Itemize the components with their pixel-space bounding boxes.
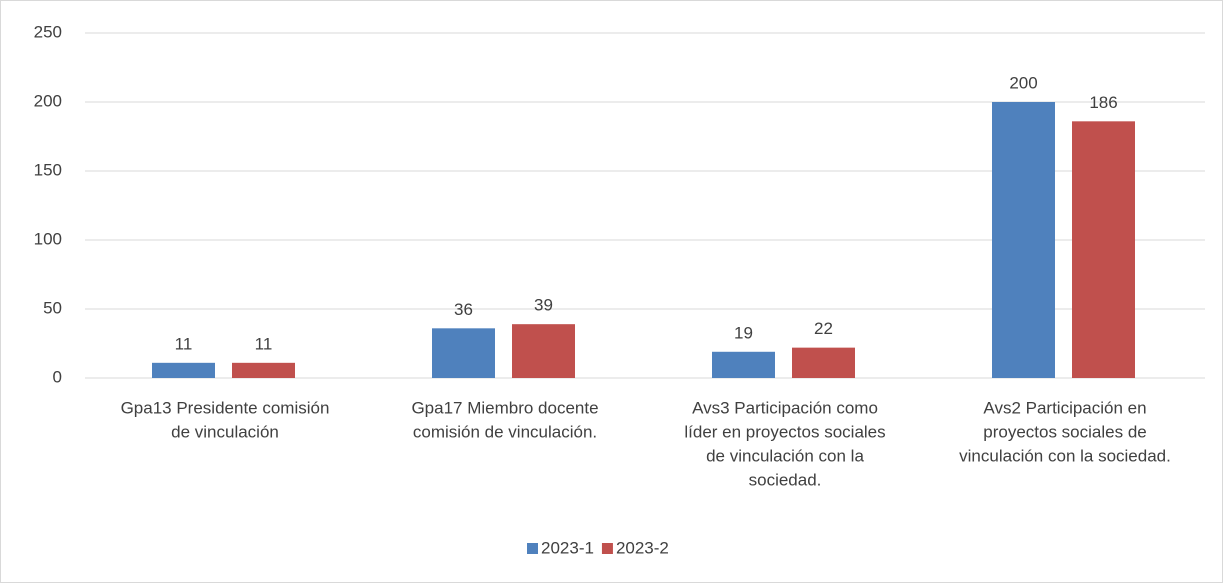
legend-label: 2023-2 [616,538,669,557]
y-tick-label: 250 [34,22,62,41]
bar [992,102,1055,378]
legend-swatch [601,543,613,554]
data-label: 186 [1089,93,1117,112]
x-tick-label: sociedad. [749,470,822,489]
bar [792,347,855,378]
x-tick-label: Avs3 Participación como [692,398,878,417]
x-tick-label: de vinculación [171,422,279,441]
data-label: 11 [255,334,273,353]
data-label: 11 [175,334,193,353]
data-label: 36 [454,300,473,319]
x-tick-label: Avs2 Participación en [983,398,1146,417]
y-tick-label: 200 [34,91,62,110]
x-tick-label: de vinculación con la [706,446,864,465]
y-tick-label: 50 [43,298,62,317]
y-tick-label: 150 [34,160,62,179]
bar [512,324,575,378]
bar [1072,121,1135,378]
x-tick-label: vinculación con la sociedad. [959,446,1171,465]
x-tick-label: Gpa17 Miembro docente [411,398,598,417]
bar [432,328,495,378]
x-tick-label: líder en proyectos sociales [684,422,885,441]
data-label: 39 [534,296,553,315]
legend-label: 2023-1 [541,538,594,557]
data-label: 22 [814,319,833,338]
bar [232,362,295,378]
x-tick-label: proyectos sociales de [983,422,1146,441]
bar [712,351,775,378]
x-tick-label: Gpa13 Presidente comisión [121,398,330,417]
x-tick-label: comisión de vinculación. [413,422,597,441]
y-tick-label: 0 [53,367,62,386]
data-label: 200 [1009,73,1037,92]
y-tick-label: 100 [34,229,62,248]
bar [152,362,215,378]
legend-swatch [527,543,538,554]
data-label: 19 [734,323,753,342]
